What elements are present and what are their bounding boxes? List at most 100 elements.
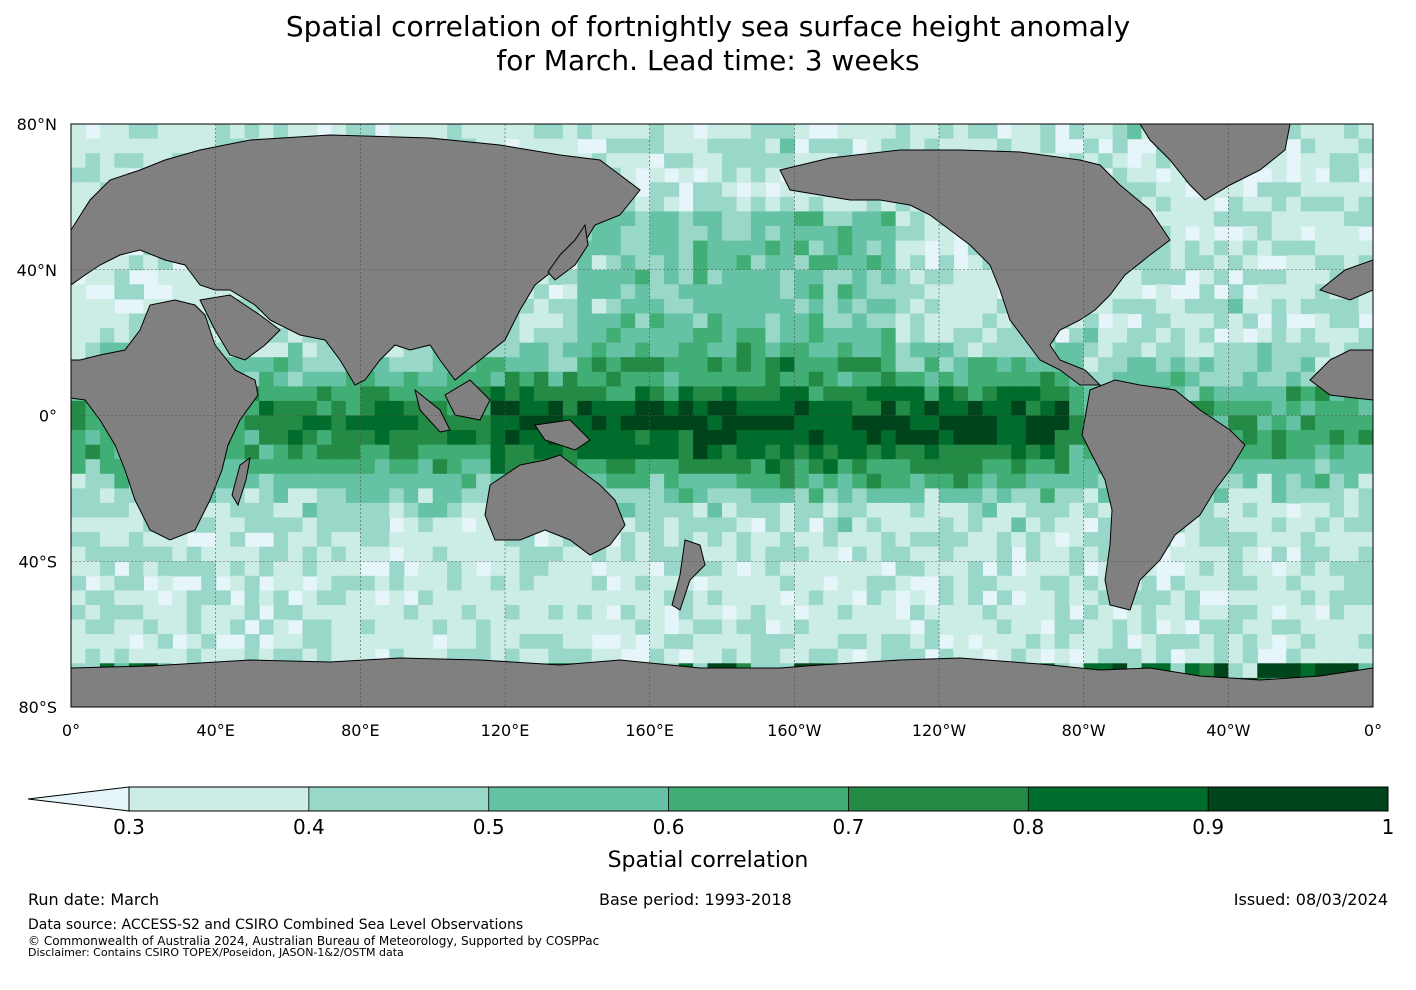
field-cell xyxy=(1300,400,1316,417)
field-cell xyxy=(533,575,549,591)
field-cell xyxy=(953,502,969,519)
field-cell xyxy=(186,546,202,562)
field-cell xyxy=(548,400,564,417)
field-cell xyxy=(953,546,969,562)
field-cell xyxy=(331,561,347,577)
field-cell xyxy=(1257,226,1273,242)
field-cell xyxy=(562,328,578,344)
field-cell xyxy=(215,605,231,621)
field-cell xyxy=(881,502,897,519)
field-cell xyxy=(389,371,405,387)
field-cell xyxy=(71,313,87,329)
field-cell xyxy=(533,284,549,300)
field-cell xyxy=(967,532,983,548)
colorbar-segment xyxy=(1208,787,1388,811)
field-cell xyxy=(881,430,897,446)
field-cell xyxy=(779,386,795,402)
field-cell xyxy=(722,255,738,271)
field-cell xyxy=(447,488,463,504)
field-cell xyxy=(591,298,607,315)
field-cell xyxy=(895,634,911,650)
field-cell xyxy=(128,313,144,329)
field-cell xyxy=(881,605,897,621)
field-cell xyxy=(620,357,636,373)
field-cell xyxy=(707,357,723,373)
field-cell xyxy=(1069,634,1085,650)
field-cell xyxy=(476,459,492,475)
field-cell xyxy=(779,298,795,315)
field-cell xyxy=(939,386,955,402)
field-cell xyxy=(866,124,882,140)
field-cell xyxy=(230,619,246,635)
field-cell xyxy=(490,575,506,591)
field-cell xyxy=(389,605,405,621)
field-cell xyxy=(1199,255,1215,271)
field-cell xyxy=(953,459,969,475)
field-cell xyxy=(99,444,115,460)
field-cell xyxy=(85,313,101,329)
field-cell xyxy=(389,473,405,489)
field-cell xyxy=(1213,575,1229,591)
field-cell xyxy=(1271,196,1287,213)
field-cell xyxy=(620,313,636,329)
field-cell xyxy=(967,488,983,504)
land-new-guinea xyxy=(534,419,591,451)
field-cell xyxy=(808,575,824,591)
field-cell xyxy=(837,561,853,577)
field-cell xyxy=(881,400,897,417)
field-cell xyxy=(1141,153,1157,169)
field-cell xyxy=(215,517,231,533)
field-cell xyxy=(823,502,839,519)
field-cell xyxy=(273,605,289,621)
field-cell xyxy=(85,619,101,635)
field-cell xyxy=(1315,459,1331,475)
field-cell xyxy=(1184,634,1200,650)
field-cell xyxy=(1127,342,1143,358)
field-cell xyxy=(635,605,651,621)
field-cell xyxy=(99,517,115,533)
field-cell xyxy=(635,400,651,417)
field-cell xyxy=(1011,517,1027,533)
field-cell xyxy=(635,546,651,562)
field-cell xyxy=(736,619,752,635)
field-cell xyxy=(910,240,926,256)
field-cell xyxy=(866,284,882,300)
longitude-tick-label: 80°W xyxy=(1062,721,1106,740)
field-cell xyxy=(128,124,144,140)
field-cell xyxy=(1228,284,1244,300)
field-cell xyxy=(620,473,636,489)
field-cell xyxy=(1300,415,1316,431)
field-cell xyxy=(794,444,810,460)
field-cell xyxy=(939,415,955,431)
field-cell xyxy=(1286,473,1302,489)
field-cell xyxy=(1344,619,1360,635)
field-cell xyxy=(1300,605,1316,621)
field-cell xyxy=(591,342,607,358)
field-cell xyxy=(1141,605,1157,621)
field-cell xyxy=(85,415,101,431)
field-cell xyxy=(693,255,709,271)
field-cell xyxy=(374,532,390,548)
field-cell xyxy=(1011,532,1027,548)
field-cell xyxy=(1040,590,1056,606)
field-cell xyxy=(418,532,434,548)
longitude-tick-label: 0° xyxy=(1364,721,1382,740)
field-cell xyxy=(244,473,260,489)
field-cell xyxy=(779,532,795,548)
field-cell xyxy=(750,648,766,664)
field-cell xyxy=(1358,590,1373,606)
field-cell xyxy=(722,488,738,504)
field-cell xyxy=(403,357,419,373)
field-cell xyxy=(852,634,868,650)
field-cell xyxy=(736,634,752,650)
field-cell xyxy=(664,255,680,271)
field-cell xyxy=(620,575,636,591)
field-cell xyxy=(736,517,752,533)
field-cell xyxy=(1213,502,1229,519)
field-cell xyxy=(635,342,651,358)
field-cell xyxy=(403,634,419,650)
field-cell xyxy=(881,342,897,358)
field-cell xyxy=(273,342,289,358)
field-cell xyxy=(924,269,940,285)
field-cell xyxy=(71,138,87,154)
